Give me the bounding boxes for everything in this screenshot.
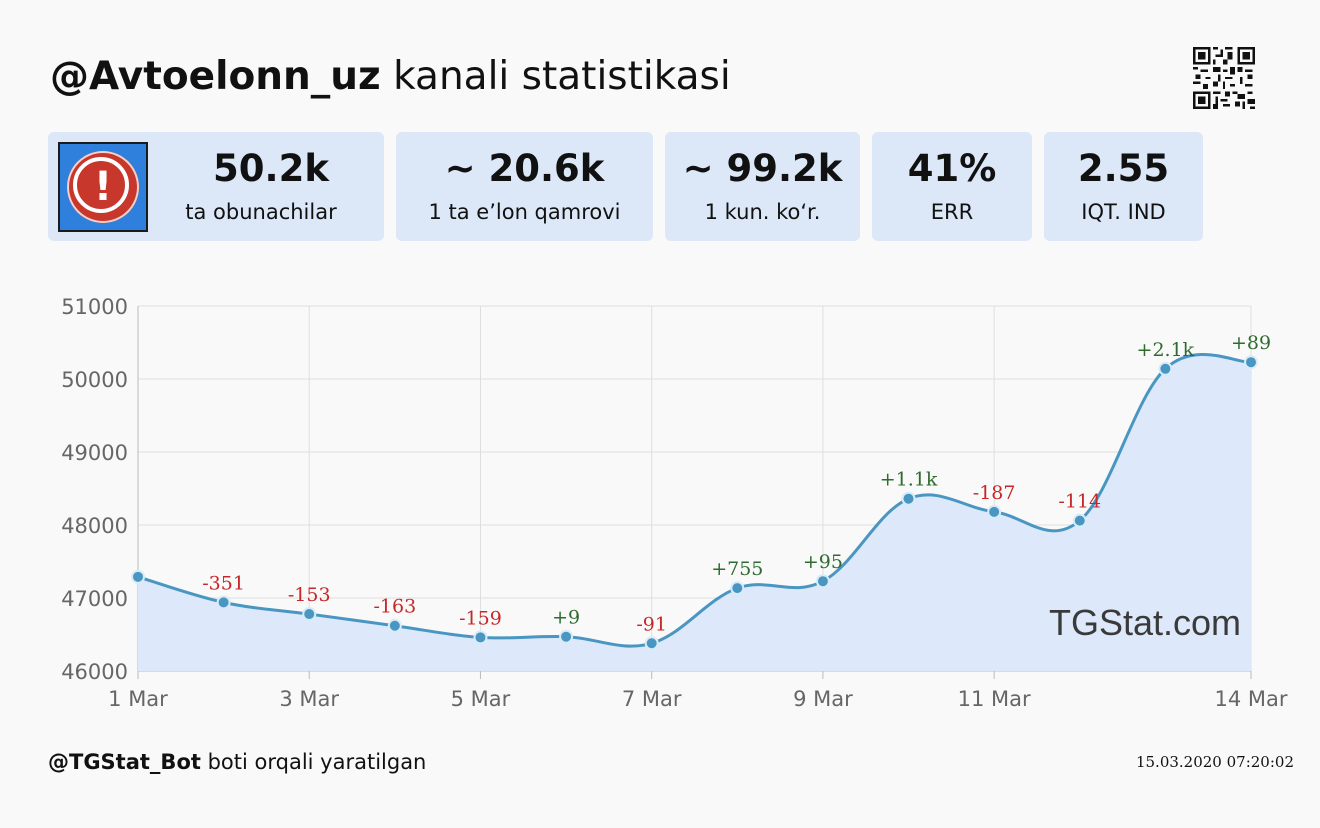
post-reach-value: ~ 20.6k bbox=[444, 147, 605, 190]
data-label: -114 bbox=[1058, 491, 1101, 513]
data-point bbox=[387, 618, 402, 633]
data-point bbox=[815, 574, 830, 589]
stat-card-post-reach: ~ 20.6k 1 ta e’lon qamrovi bbox=[396, 132, 653, 241]
err-label: ERR bbox=[930, 200, 974, 224]
x-tick-label: 9 Mar bbox=[793, 687, 853, 711]
stat-card-daily-views: ~ 99.2k 1 kun. ko‘r. bbox=[665, 132, 860, 241]
data-label: +755 bbox=[711, 558, 763, 580]
alert-icon: ! bbox=[67, 151, 139, 223]
data-label: -153 bbox=[288, 584, 331, 606]
data-point bbox=[987, 504, 1002, 519]
bot-handle: @TGStat_Bot bbox=[48, 750, 201, 774]
qr-code-icon bbox=[1193, 47, 1255, 109]
footer-credit: @TGStat_Bot boti orqali yaratilgan bbox=[48, 748, 426, 776]
x-tick-label: 14 Mar bbox=[1214, 687, 1287, 711]
title-suffix: kanali statistikasi bbox=[380, 54, 731, 99]
channel-avatar: ! bbox=[58, 142, 148, 232]
x-tick-label: 7 Mar bbox=[622, 687, 682, 711]
post-reach-label: 1 ta e’lon qamrovi bbox=[428, 200, 621, 224]
data-label: -159 bbox=[459, 607, 502, 629]
data-point bbox=[473, 630, 488, 645]
y-tick-label: 50000 bbox=[61, 368, 128, 392]
data-point bbox=[1244, 355, 1258, 370]
data-point bbox=[1072, 513, 1087, 528]
data-point bbox=[901, 491, 916, 506]
citation-index-value: 2.55 bbox=[1077, 147, 1170, 190]
data-label: +95 bbox=[803, 551, 843, 573]
data-point bbox=[1158, 361, 1173, 376]
data-label: -351 bbox=[202, 572, 245, 594]
daily-views-value: ~ 99.2k bbox=[682, 147, 843, 190]
data-label: +2.1k bbox=[1137, 339, 1195, 361]
channel-handle: @Avtoelonn_uz bbox=[50, 54, 381, 99]
subscribers-value: 50.2k bbox=[213, 147, 329, 190]
data-point bbox=[131, 569, 145, 584]
data-label: +89 bbox=[1231, 332, 1271, 354]
err-value: 41% bbox=[907, 147, 997, 190]
subscribers-label: ta obunachilar bbox=[185, 200, 337, 224]
stat-card-err: 41% ERR bbox=[872, 132, 1032, 241]
data-point bbox=[216, 595, 231, 610]
y-tick-label: 47000 bbox=[61, 587, 128, 611]
series-area bbox=[138, 354, 1251, 671]
x-tick-label: 3 Mar bbox=[279, 687, 339, 711]
y-tick-label: 51000 bbox=[61, 295, 128, 319]
subscribers-chart: 46000 47000 48000 49000 50000 51000 1 Mar 3 Mar… bbox=[61, 295, 1288, 711]
y-tick-label: 49000 bbox=[61, 441, 128, 465]
data-point bbox=[559, 629, 574, 644]
page-title: @Avtoelonn_uz kanali statistikasi bbox=[50, 52, 731, 102]
data-label: +1.1k bbox=[880, 469, 938, 491]
data-point bbox=[302, 607, 317, 622]
y-tick-label: 46000 bbox=[61, 660, 128, 684]
data-label: -163 bbox=[374, 596, 417, 618]
data-label: -91 bbox=[636, 613, 667, 635]
data-label: -187 bbox=[973, 482, 1016, 504]
footer-timestamp: 15.03.2020 07:20:02 bbox=[1135, 753, 1294, 771]
footer-suffix: boti orqali yaratilgan bbox=[200, 750, 427, 774]
data-point bbox=[730, 581, 745, 596]
stat-card-citation-index: 2.55 IQT. IND bbox=[1044, 132, 1203, 241]
data-label: +9 bbox=[552, 607, 580, 629]
data-point bbox=[644, 636, 659, 651]
watermark: TGStat.com bbox=[1049, 602, 1241, 643]
x-tick-label: 1 Mar bbox=[108, 687, 168, 711]
x-tick-label: 11 Mar bbox=[958, 687, 1031, 711]
x-tick-label: 5 Mar bbox=[451, 687, 511, 711]
daily-views-label: 1 kun. ko‘r. bbox=[704, 200, 821, 224]
citation-index-label: IQT. IND bbox=[1081, 200, 1166, 224]
y-tick-label: 48000 bbox=[61, 514, 128, 538]
